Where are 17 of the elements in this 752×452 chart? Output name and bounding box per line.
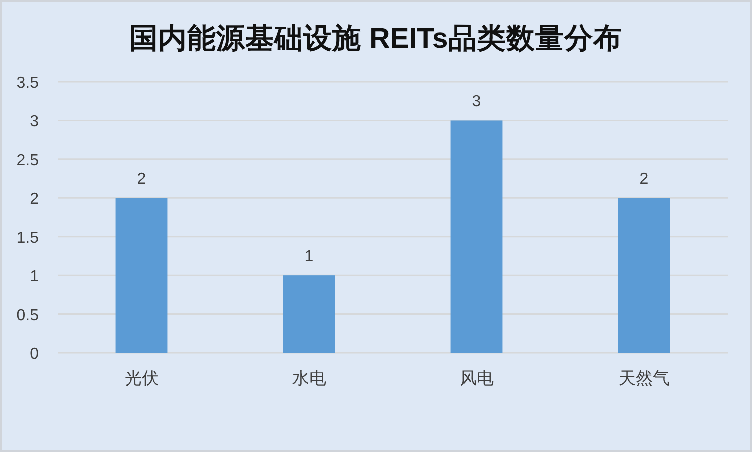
x-tick-label: 光伏 [124, 369, 159, 388]
title: 国内能源基础设施 REITs品类数量分布 [130, 23, 622, 55]
y-tick-label: 1 [30, 268, 39, 286]
data-label: 2 [640, 171, 649, 188]
x-tick-label: 天然气 [618, 369, 670, 388]
y-tick-label: 3.5 [16, 75, 39, 92]
y-tick-label: 0 [30, 346, 39, 363]
x-tick-label: 风电 [460, 369, 494, 388]
y-tick-label: 1.5 [16, 230, 39, 247]
y-tick-label: 2.5 [16, 152, 39, 170]
y-tick-label: 0.5 [16, 307, 39, 324]
y-tick-label: 3 [30, 114, 39, 131]
data-label: 2 [137, 171, 146, 188]
data-label: 1 [304, 248, 314, 266]
x-tick-label: 水电 [292, 369, 326, 388]
y-tick-label: 2 [30, 191, 39, 208]
data-label: 3 [472, 94, 482, 111]
